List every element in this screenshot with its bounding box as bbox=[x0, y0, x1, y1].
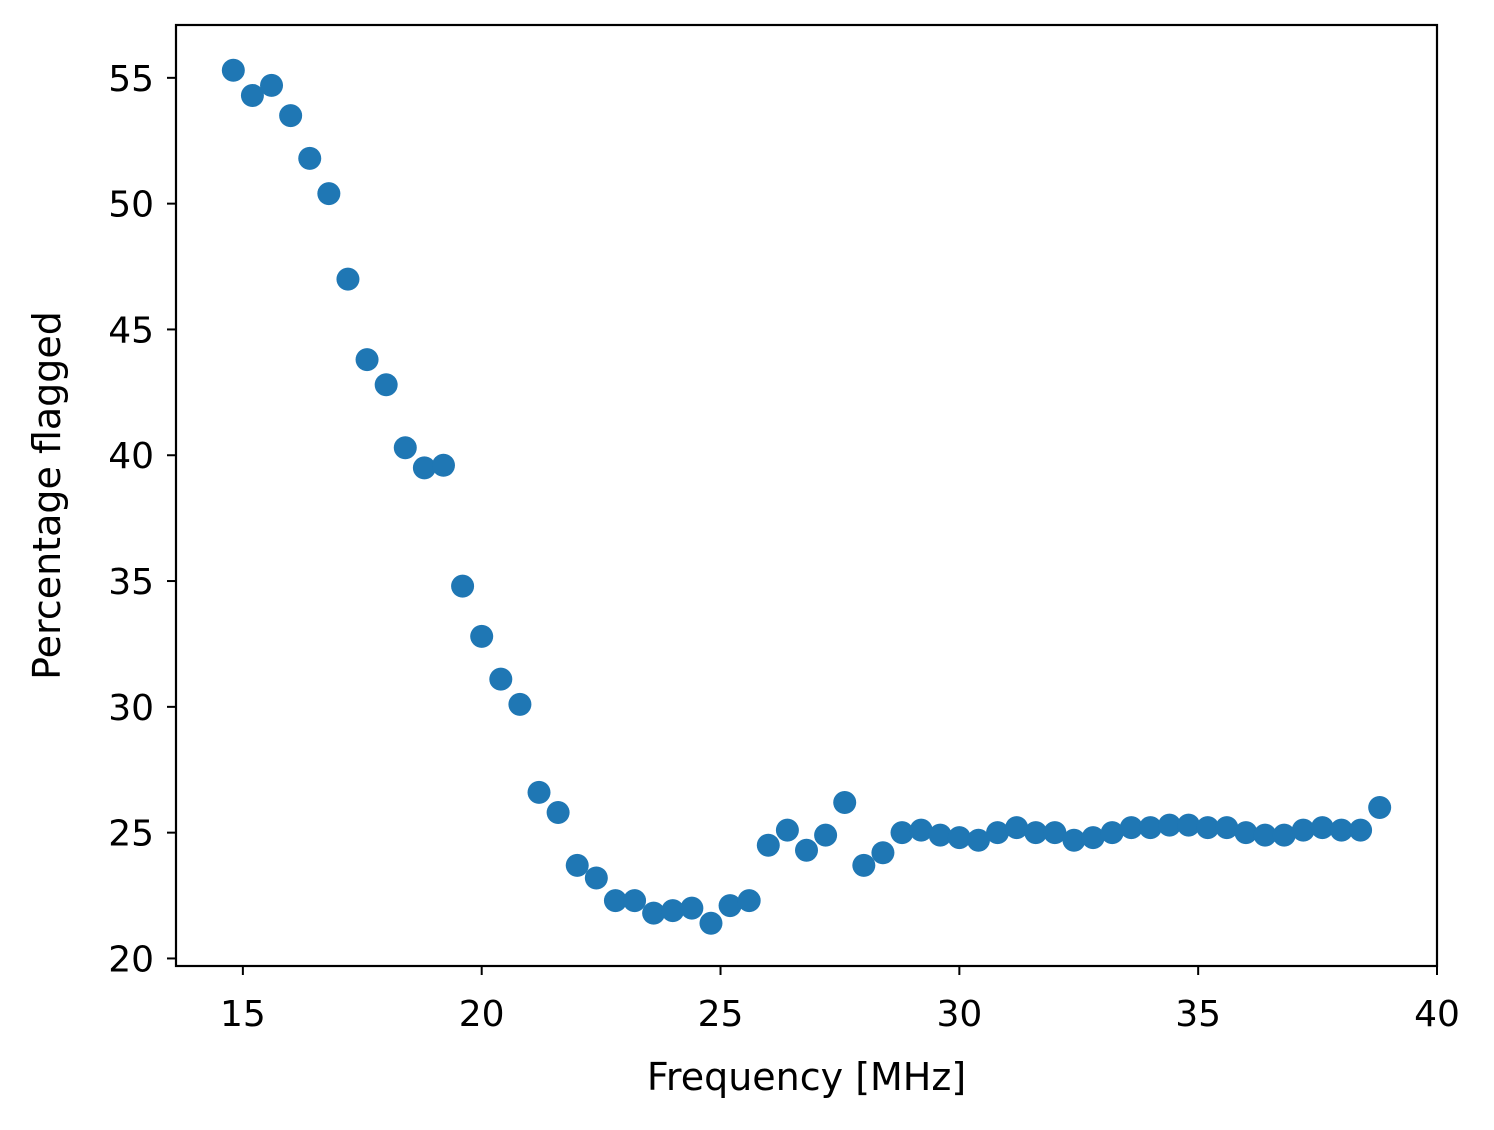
data-point bbox=[1234, 821, 1258, 845]
x-tick-label: 20 bbox=[459, 994, 505, 1035]
x-tick-label: 25 bbox=[698, 994, 744, 1035]
data-point bbox=[775, 818, 799, 842]
data-point bbox=[451, 574, 475, 598]
data-point bbox=[947, 826, 971, 850]
y-tick-label: 45 bbox=[108, 310, 154, 351]
data-point bbox=[890, 821, 914, 845]
data-point bbox=[1349, 818, 1373, 842]
data-point bbox=[1119, 816, 1143, 840]
data-point bbox=[833, 790, 857, 814]
data-points bbox=[221, 58, 1392, 935]
data-point bbox=[393, 436, 417, 460]
data-point bbox=[470, 624, 494, 648]
data-point bbox=[1158, 813, 1182, 837]
data-point bbox=[565, 853, 589, 877]
data-point bbox=[1005, 816, 1029, 840]
data-point bbox=[795, 838, 818, 862]
data-point bbox=[737, 889, 761, 913]
y-tick-label: 40 bbox=[108, 436, 154, 477]
data-point bbox=[1062, 828, 1086, 852]
data-point bbox=[1310, 816, 1334, 840]
data-point bbox=[1100, 821, 1124, 845]
data-point bbox=[584, 866, 608, 890]
y-axis-label: Percentage flagged bbox=[25, 311, 69, 680]
x-tick-label: 30 bbox=[936, 994, 982, 1035]
data-point bbox=[279, 104, 303, 128]
x-tick-label: 40 bbox=[1414, 994, 1460, 1035]
data-point bbox=[1215, 816, 1239, 840]
data-point bbox=[1368, 795, 1392, 819]
y-axis-ticks: 20 25 30 35 40 45 50 55 bbox=[108, 59, 176, 980]
data-point bbox=[1081, 826, 1105, 850]
y-tick-label: 50 bbox=[108, 185, 154, 226]
data-point bbox=[508, 692, 532, 716]
data-point bbox=[374, 373, 398, 397]
data-point bbox=[355, 348, 379, 372]
y-tick-label: 55 bbox=[108, 59, 154, 100]
data-point bbox=[412, 456, 436, 480]
data-point bbox=[221, 58, 245, 82]
data-point bbox=[909, 818, 933, 842]
data-point bbox=[1196, 816, 1220, 840]
data-point bbox=[623, 889, 647, 913]
x-tick-label: 35 bbox=[1175, 994, 1221, 1035]
data-point bbox=[527, 780, 551, 804]
y-tick-label: 30 bbox=[108, 688, 154, 729]
data-point bbox=[431, 453, 455, 477]
x-tick-label: 15 bbox=[220, 994, 266, 1035]
data-point bbox=[871, 841, 895, 865]
y-tick-label: 35 bbox=[108, 562, 154, 603]
data-point bbox=[928, 823, 952, 847]
data-point bbox=[1177, 813, 1201, 837]
data-point bbox=[603, 889, 627, 913]
data-point bbox=[489, 667, 513, 691]
data-point bbox=[1024, 821, 1048, 845]
data-point bbox=[1253, 823, 1277, 847]
data-point bbox=[1291, 818, 1315, 842]
data-point bbox=[546, 801, 570, 825]
data-point bbox=[336, 267, 360, 291]
data-point bbox=[1138, 816, 1162, 840]
data-point bbox=[986, 821, 1010, 845]
data-point bbox=[298, 146, 322, 170]
x-axis-label: Frequency [MHz] bbox=[647, 1055, 966, 1099]
data-point bbox=[756, 833, 780, 857]
data-point bbox=[240, 83, 264, 107]
plot-area-frame bbox=[174, 23, 1439, 968]
data-point bbox=[814, 823, 838, 847]
y-tick-label: 25 bbox=[108, 814, 154, 855]
data-point bbox=[1272, 823, 1296, 847]
data-point bbox=[966, 828, 990, 852]
data-point bbox=[642, 901, 666, 925]
data-point bbox=[718, 894, 742, 918]
data-point bbox=[699, 911, 723, 935]
data-point bbox=[1043, 821, 1067, 845]
data-point bbox=[317, 182, 341, 206]
x-axis-ticks: 15 20 25 30 35 40 bbox=[220, 966, 1460, 1035]
data-point bbox=[852, 853, 876, 877]
data-point bbox=[1329, 818, 1353, 842]
data-point bbox=[260, 73, 284, 97]
data-point bbox=[680, 896, 704, 920]
data-point bbox=[661, 899, 685, 923]
y-tick-label: 20 bbox=[108, 939, 154, 980]
